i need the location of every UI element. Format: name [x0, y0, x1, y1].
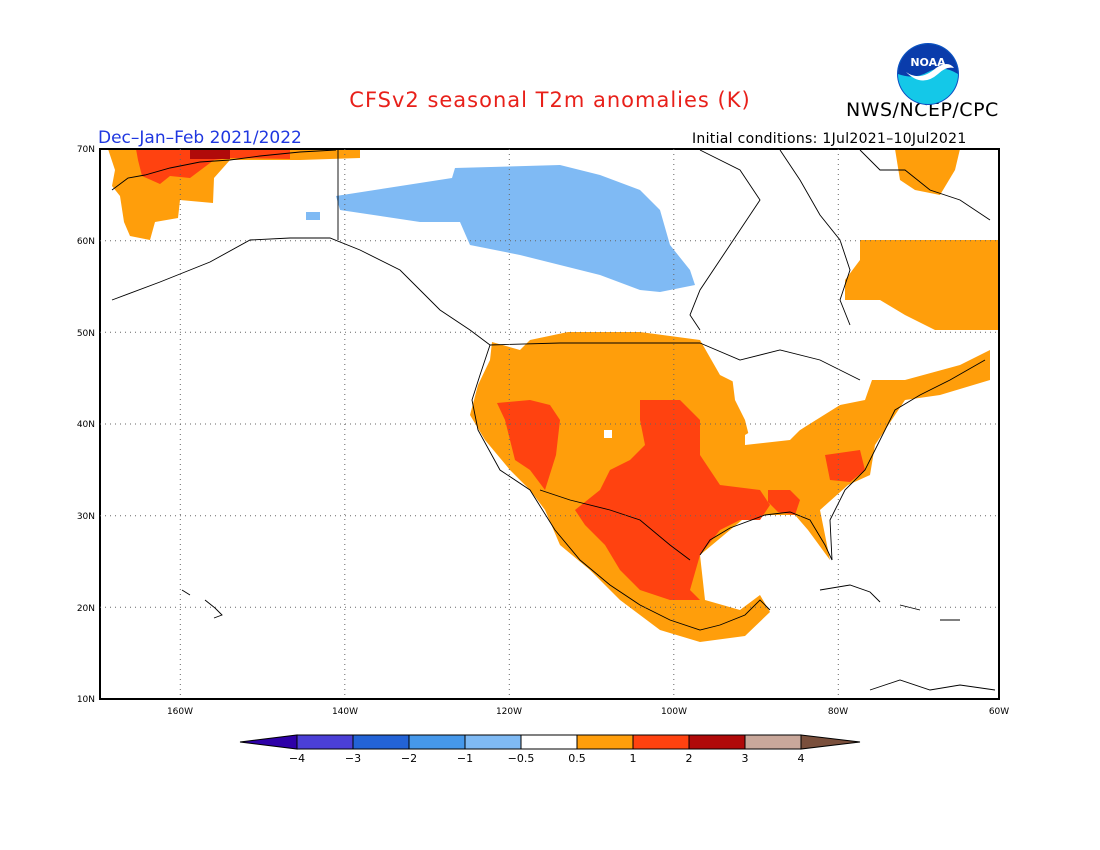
lat-label-60: 60N: [77, 237, 95, 247]
colorbar-bin: [576, 734, 634, 750]
colorbar-bin: [464, 734, 522, 750]
southwest-hot-region: [497, 400, 560, 490]
quebec-warm-region: [845, 240, 999, 330]
gulf-coast-hot-region: [768, 490, 800, 515]
lon-label-100w: 100W: [661, 707, 687, 717]
noaa-logo-icon: NOAA: [897, 43, 959, 105]
latitude-labels: 70N 60N 50N 40N 30N 20N 10N: [77, 145, 95, 705]
lon-label-140w: 140W: [332, 707, 358, 717]
longitude-labels: 160W 140W 120W 100W 80W 60W: [167, 707, 1009, 717]
colorbar-label: 2: [686, 752, 693, 765]
lat-label-40: 40N: [77, 420, 95, 430]
southern-plains-hot-region: [575, 400, 770, 600]
colorbar-label: −2: [401, 752, 417, 765]
colorbar-labels: −4 −3 −2 −1 −0.5 0.5 1 2 3 4: [289, 752, 805, 765]
alaska-hot-region: [136, 149, 290, 184]
colorbar-bin: [296, 734, 354, 750]
neutral-patch: [604, 430, 612, 438]
coastlines: [111, 149, 996, 691]
anomaly-field: [108, 149, 999, 691]
colorbar: [239, 734, 861, 750]
colorbar-bin: [408, 734, 466, 750]
cool-anomaly-patch: [306, 212, 320, 220]
colorbar-label: −3: [345, 752, 361, 765]
colorbar-label: 1: [630, 752, 637, 765]
colorbar-bin: [632, 734, 690, 750]
colorbar-label: −1: [457, 752, 473, 765]
graticule: [100, 149, 999, 699]
lon-label-160w: 160W: [167, 707, 193, 717]
lat-label-10: 10N: [77, 695, 95, 705]
southeast-hot-region: [825, 450, 865, 482]
lon-label-60w: 60W: [989, 707, 1009, 717]
cool-anomaly-region: [336, 165, 695, 292]
colorbar-bin: [688, 734, 746, 750]
colorbar-bin: [744, 734, 802, 750]
colorbar-bin: [520, 734, 578, 750]
alaska-very-hot-region: [190, 149, 230, 159]
great-lakes-neutral-region: [730, 345, 870, 440]
season-label: Dec–Jan–Feb 2021/2022: [98, 128, 302, 148]
colorbar-label: 0.5: [568, 752, 586, 765]
agency-label: NWS/NCEP/CPC: [846, 99, 999, 121]
colorbar-label: 3: [742, 752, 749, 765]
logo-text: NOAA: [910, 56, 946, 69]
initial-conditions-label: Initial conditions: 1Jul2021–10Jul2021: [692, 131, 967, 147]
lon-label-80w: 80W: [828, 707, 848, 717]
colorbar-low-arrow: [239, 734, 298, 750]
map-title: CFSv2 seasonal T2m anomalies (K): [349, 88, 751, 112]
colorbar-label: −4: [289, 752, 305, 765]
colorbar-bin: [352, 734, 410, 750]
lat-label-50: 50N: [77, 329, 95, 339]
lat-label-20: 20N: [77, 604, 95, 614]
colorbar-label: 4: [798, 752, 805, 765]
colorbar-high-arrow: [800, 734, 861, 750]
colorbar-label: −0.5: [508, 752, 535, 765]
greenland-warm-region: [895, 149, 960, 195]
lon-label-120w: 120W: [496, 707, 522, 717]
lat-label-30: 30N: [77, 512, 95, 522]
lat-label-70: 70N: [77, 145, 95, 155]
